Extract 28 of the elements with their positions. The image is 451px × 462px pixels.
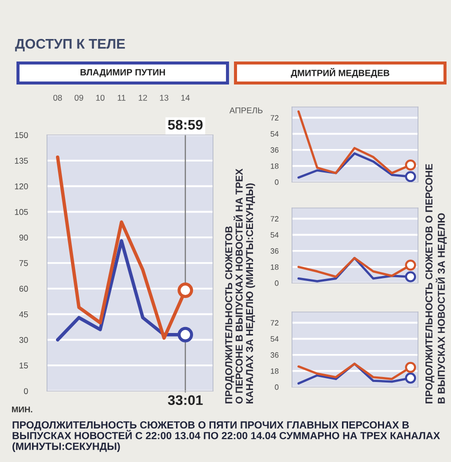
text: ВЛАДИМИР ПУТИН [80, 69, 165, 78]
y-tick-label: 75 [19, 260, 28, 266]
text: ПРОДОЛЖИТЕЛЬНОСТЬ СЮЖЕТОВ О ПЕРСОНЕ В ВЫПУСКАХ НОВОСТЕЙ НА ТРЕХ КАНАЛАХ ЗА НЕДЕЛЮ (МИНУТЫ:СЕКУНДЫ) [225, 168, 256, 404]
x-tick-label: 14 [181, 94, 190, 101]
y-tick-label: 60 [19, 286, 28, 292]
y-tick-label: 30 [19, 337, 28, 343]
annotation: 58:59 [168, 120, 203, 130]
y-tick-label: 0 [24, 388, 28, 394]
y-tick-label: 90 [19, 234, 28, 240]
x-tick-label: 12 [138, 94, 147, 101]
annotation: 33:01 [168, 395, 203, 406]
y-tick-label: 15 [20, 362, 28, 368]
text: ПРОДОЛЖИТЕЛЬНОСТЬ СЮЖЕТОВ О ПЕРСОНЕ В ВЫПУСКАХ НОВОСТЕЙ ЗА НЕДЕЛЮ [425, 164, 447, 404]
y-tick-label: 45 [19, 311, 28, 318]
x-axis-title: АПРЕЛЬ [229, 108, 263, 114]
y-tick-label: 150 [14, 132, 28, 138]
text: ПРОДОЛЖИТЕЛЬНОСТЬ СЮЖЕТОВ О ПЯТИ ПРОЧИХ ГЛАВНЫХ ПЕРСОНАХ В ВЫПУСКАХ НОВОСТЕЙ С 22:00 13.04 ПО 22:00 14.04 СУММАРНО НА ТРЕХ КАНАЛАХ (МИНУТЫ:СЕКУНДЫ) [12, 421, 440, 452]
x-tick-label: 13 [160, 94, 168, 101]
y-axis-title: МИН. [12, 406, 32, 412]
chart-title: ДОСТУП К ТЕЛЕ [15, 38, 125, 52]
x-tick-label: 10 [96, 94, 105, 101]
x-tick-label: 09 [74, 94, 84, 101]
y-tick-label: 120 [14, 183, 28, 190]
y-tick-label: 105 [14, 209, 28, 215]
x-tick-label: 11 [118, 94, 126, 101]
text: ДМИТРИЙ МЕДВЕДЕВ [290, 68, 390, 78]
y-tick-label: 135 [14, 158, 28, 164]
x-tick-label: 08 [53, 94, 62, 101]
